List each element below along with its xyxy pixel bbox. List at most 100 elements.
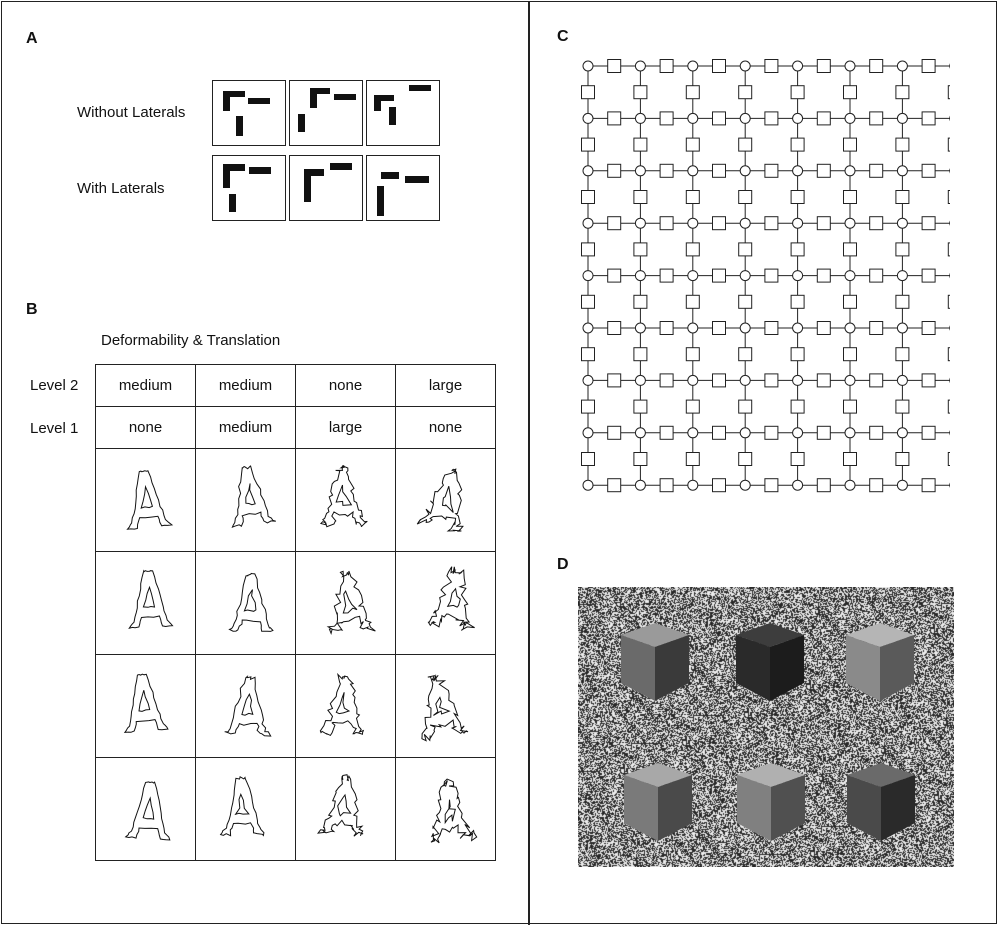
- letter-a-cell: [95, 654, 196, 758]
- letter-a-hole: [441, 486, 454, 513]
- letter-a-outline: [319, 672, 365, 737]
- lattice-unit: [843, 294, 857, 309]
- lattice-unit: [869, 216, 884, 231]
- panel-b-level-1-cell: large: [295, 406, 396, 449]
- lattice-unit: [947, 242, 962, 257]
- letter-a-cell: [295, 654, 396, 758]
- lattice-node: [687, 60, 699, 72]
- lattice-node: [634, 165, 646, 177]
- lattice-node: [844, 427, 856, 439]
- lattice-unit: [738, 294, 753, 309]
- cube: [621, 623, 689, 701]
- lattice-node: [687, 217, 699, 229]
- panel-b-level-1-cell: none: [395, 406, 496, 449]
- cube-right-face: [770, 635, 804, 701]
- cube-right-face: [771, 775, 805, 841]
- lattice-unit: [895, 294, 910, 309]
- lattice-node: [896, 427, 908, 439]
- lattice-unit: [764, 268, 779, 283]
- letter-a-outline: [427, 566, 475, 631]
- lattice-unit: [581, 399, 595, 414]
- lattice-unit: [869, 373, 884, 388]
- lattice-node: [896, 270, 908, 282]
- lattice-node: [896, 165, 908, 177]
- lattice-unit: [947, 85, 962, 100]
- lattice-unit: [816, 478, 831, 493]
- lattice-unit: [764, 425, 779, 440]
- lattice-unit: [712, 321, 726, 335]
- lattice-node: [739, 112, 751, 124]
- lattice-unit: [581, 190, 595, 204]
- letter-a-hole: [335, 692, 351, 715]
- lattice-unit: [764, 478, 779, 493]
- lattice-unit: [843, 452, 857, 466]
- panel-a-tile-without-2: [289, 80, 363, 146]
- lattice-node: [634, 322, 646, 334]
- lattice-unit: [607, 373, 622, 388]
- lattice-unit: [581, 85, 595, 100]
- lattice-unit: [816, 321, 831, 335]
- lattice-unit: [633, 85, 648, 100]
- lattice-node: [582, 479, 594, 491]
- letter-a-outline: [124, 781, 171, 841]
- lattice-unit: [712, 59, 726, 73]
- lattice-unit: [659, 425, 674, 440]
- lattice-unit: [869, 111, 884, 126]
- letter-a-hole: [433, 696, 451, 716]
- lattice-unit: [738, 347, 753, 362]
- lattice-unit: [738, 452, 753, 466]
- lattice-unit: [738, 399, 753, 414]
- lattice-unit: [659, 373, 674, 388]
- lattice-node: [792, 112, 804, 124]
- letter-a-outline: [128, 569, 174, 630]
- letter-a-hole: [234, 792, 250, 816]
- letter-a-outline: [317, 774, 364, 837]
- letter-a-hole: [446, 587, 461, 608]
- lattice-unit: [947, 452, 962, 466]
- lattice-unit: [764, 373, 779, 388]
- letter-a-outline: [231, 465, 276, 528]
- lattice-unit: [633, 242, 648, 257]
- cube-left-face: [846, 635, 880, 701]
- lattice-unit: [921, 321, 936, 335]
- letter-a-outline-svg: [123, 673, 169, 734]
- lattice-diagram: [581, 59, 1000, 493]
- panel-a-tile-without-1: [212, 80, 286, 146]
- lattice-node: [634, 427, 646, 439]
- lattice-node: [582, 322, 594, 334]
- panel-a-label: A: [26, 30, 38, 47]
- lattice-unit: [764, 216, 779, 231]
- lattice-unit: [738, 137, 753, 152]
- lattice-unit: [738, 190, 753, 204]
- lattice-node: [582, 217, 594, 229]
- lattice-node: [634, 270, 646, 282]
- lattice-unit: [685, 137, 700, 152]
- letter-a-hole: [245, 483, 256, 506]
- lattice-unit: [607, 59, 622, 73]
- letter-a-cell: [295, 448, 396, 552]
- lattice-unit: [581, 452, 595, 466]
- letter-a-outline-svg: [319, 465, 368, 528]
- panel-d-stimulus: [578, 587, 954, 867]
- letter-a-cell: [195, 551, 296, 655]
- panel-a-row-label-without-laterals: Without Laterals: [77, 104, 186, 121]
- lattice-unit: [607, 216, 622, 231]
- letter-a-cell: [295, 757, 396, 861]
- panel-a-tile-with-1: [212, 155, 286, 221]
- letter-a-hole: [140, 484, 154, 509]
- lattice-node: [739, 427, 751, 439]
- lattice-unit: [712, 268, 726, 283]
- letter-a-hole: [241, 692, 254, 716]
- lattice-node: [739, 322, 751, 334]
- cube-right-face: [880, 635, 914, 701]
- letter-a-cell: [95, 551, 196, 655]
- lattice-node: [739, 479, 751, 491]
- lattice-node: [739, 270, 751, 282]
- letter-a-cell: [395, 654, 496, 758]
- lattice-unit: [790, 294, 805, 309]
- lattice-unit: [869, 478, 884, 493]
- letter-a-cell: [195, 654, 296, 758]
- lattice-unit: [712, 425, 726, 440]
- lattice-unit: [843, 347, 857, 362]
